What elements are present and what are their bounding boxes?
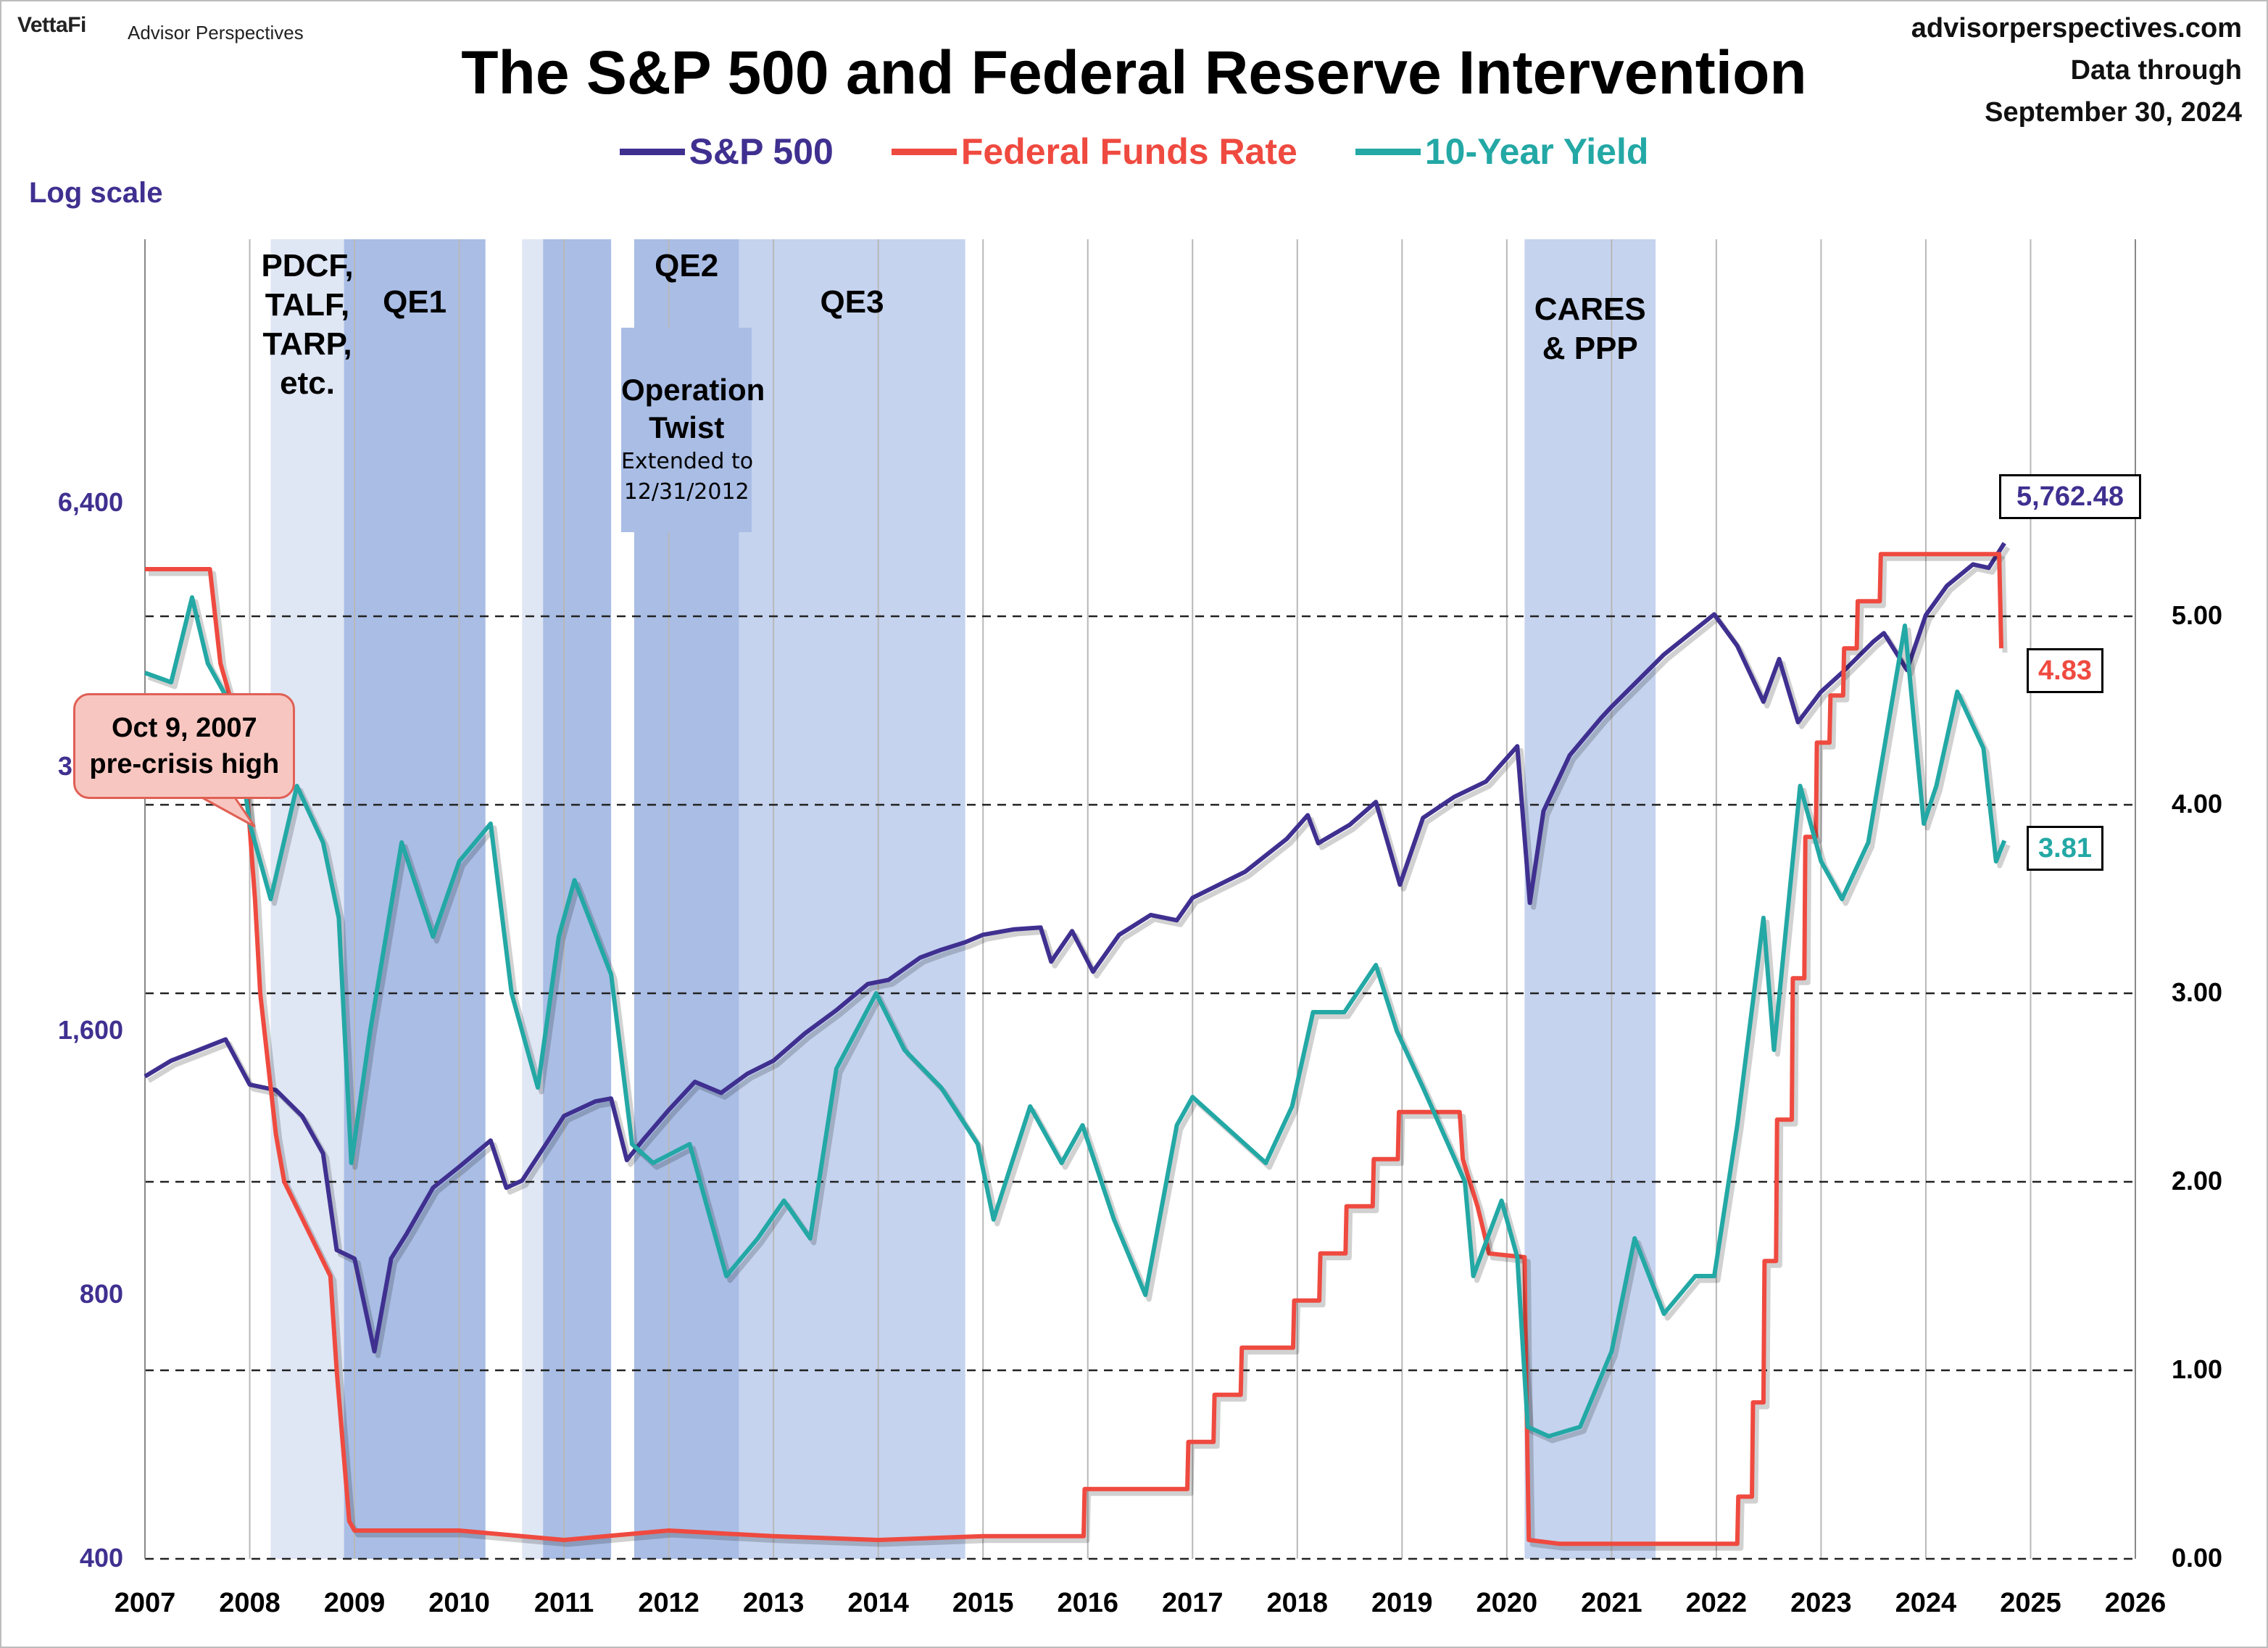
legend-swatch-fed — [891, 148, 957, 155]
operation-twist-box: Operation Twist Extended to 12/31/2012 — [620, 328, 765, 532]
shaded-period-1 — [344, 239, 486, 1559]
right-tick-5.00: 5.00 — [2172, 600, 2223, 630]
legend-label-yield: 10-Year Yield — [1424, 131, 1649, 172]
shade-label-6: CARES & PPP — [1534, 291, 1646, 366]
legend-label-sp500: S&P 500 — [689, 131, 834, 172]
legend-item-sp500: S&P 500 — [619, 131, 834, 173]
x-tick-2012: 2012 — [638, 1588, 699, 1618]
shaded-period-5 — [739, 239, 965, 1559]
x-tick-2025: 2025 — [2000, 1588, 2061, 1618]
series-line-sp500 — [144, 542, 2006, 1354]
x-tick-2013: 2013 — [742, 1588, 805, 1618]
shaded-period-2 — [522, 239, 544, 1559]
left-tick-800: 800 — [79, 1279, 123, 1309]
x-tick-2010: 2010 — [428, 1588, 490, 1618]
x-tick-2026: 2026 — [2104, 1588, 2167, 1618]
right-tick-4.00: 4.00 — [2172, 789, 2223, 819]
x-tick-2022: 2022 — [1685, 1588, 1748, 1618]
shade-label-5: QE3 — [820, 284, 884, 320]
data-through-date: September 30, 2024 — [1985, 97, 2242, 128]
shaded-periods — [270, 239, 1656, 1559]
series-lines — [144, 542, 2011, 1551]
right-tick-0.00: 0.00 — [2172, 1543, 2223, 1573]
end-value-sp500: 5,762.48 — [1999, 474, 2141, 520]
legend-item-fed: Federal Funds Rate — [891, 131, 1297, 173]
left-tick-1600: 1,600 — [57, 1015, 123, 1045]
shade-label-0: PDCF, TALF, TARP, etc. — [261, 248, 354, 401]
x-tick-2015: 2015 — [952, 1588, 1014, 1618]
site-url: advisorperspectives.com — [1911, 13, 2242, 44]
shaded-period-0 — [270, 239, 344, 1559]
x-tick-2011: 2011 — [533, 1588, 594, 1618]
source-block: advisorperspectives.com Data through Sep… — [1911, 7, 2242, 133]
x-tick-2016: 2016 — [1057, 1588, 1118, 1618]
legend-item-yield: 10-Year Yield — [1355, 131, 1649, 173]
right-tick-1.00: 1.00 — [2172, 1354, 2223, 1384]
x-tick-2019: 2019 — [1371, 1588, 1433, 1618]
x-tick-2014: 2014 — [847, 1588, 909, 1618]
vettafi-logo: VettaFi — [17, 13, 86, 37]
x-tick-2024: 2024 — [1895, 1588, 1957, 1618]
data-through-label: Data through — [2070, 55, 2242, 86]
grid-lines — [144, 239, 2136, 1560]
legend-swatch-sp500 — [619, 148, 685, 155]
series-line-yield — [144, 595, 2007, 1438]
operation-twist-title: Operation Twist — [620, 373, 765, 444]
operation-twist-note: Extended to 12/31/2012 — [620, 449, 754, 505]
legend-label-fed: Federal Funds Rate — [960, 131, 1297, 172]
end-value-yield: 3.81 — [2027, 826, 2103, 871]
chart-title: The S&P 500 and Federal Reserve Interven… — [461, 38, 1807, 107]
right-tick-2.00: 2.00 — [2172, 1166, 2223, 1196]
shaded-period-6 — [1524, 239, 1656, 1559]
x-tick-2017: 2017 — [1161, 1588, 1224, 1618]
shade-label-1: QE1 — [383, 284, 447, 320]
right-tick-3.00: 3.00 — [2172, 977, 2223, 1007]
x-tick-2008: 2008 — [219, 1588, 281, 1618]
x-tick-2009: 2009 — [323, 1588, 386, 1618]
x-tick-2018: 2018 — [1266, 1588, 1329, 1618]
end-value-fed: 4.83 — [2027, 648, 2103, 694]
x-tick-2007: 2007 — [114, 1588, 176, 1618]
chart-legend: S&P 500 Federal Funds Rate 10-Year Yield — [0, 131, 2268, 173]
shaded-period-3 — [543, 239, 612, 1559]
left-tick-400: 400 — [79, 1543, 123, 1573]
pre-crisis-callout: Oct 9, 2007 pre-crisis high — [73, 693, 296, 799]
shade-label-4: QE2 — [655, 248, 719, 283]
series-line-fed — [145, 552, 2003, 1546]
x-tick-2021: 2021 — [1581, 1588, 1642, 1618]
legend-swatch-yield — [1355, 148, 1421, 155]
logo-subtitle: Advisor Perspectives — [128, 22, 304, 44]
x-tick-2023: 2023 — [1790, 1588, 1852, 1618]
left-tick-6400: 6,400 — [57, 487, 123, 517]
left-axis-label: Log scale — [29, 177, 163, 209]
x-tick-2020: 2020 — [1476, 1588, 1538, 1618]
